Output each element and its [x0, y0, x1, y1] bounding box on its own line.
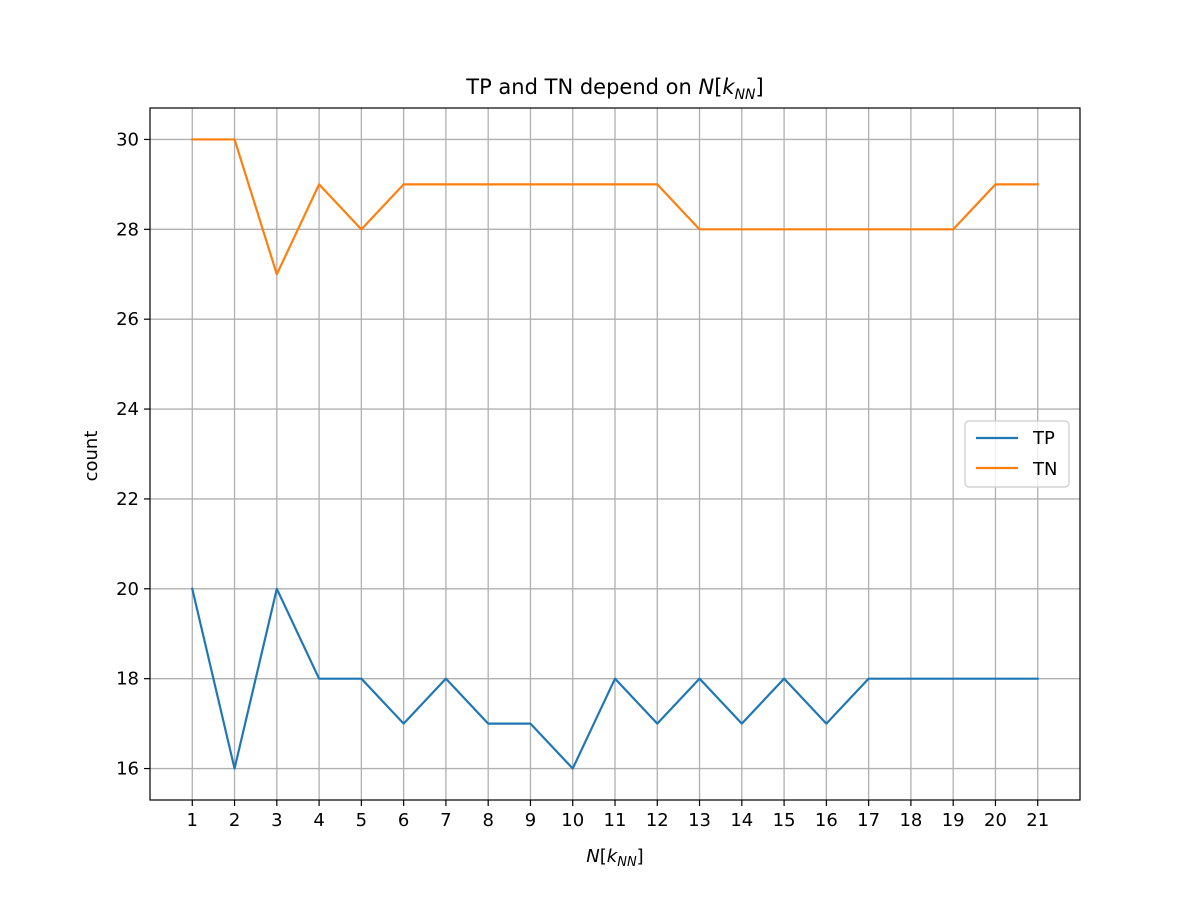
x-tick-label: 10	[561, 810, 584, 831]
x-tick-label: 21	[1026, 810, 1049, 831]
y-tick-label: 30	[116, 129, 139, 150]
x-tick-label: 8	[482, 810, 493, 831]
title-math-sub: NN	[735, 87, 756, 103]
x-tick-label: 18	[899, 810, 922, 831]
x-tick-label: 6	[398, 810, 409, 831]
x-tick-label: 9	[525, 810, 536, 831]
y-tick-label: 18	[116, 669, 139, 690]
legend-label-tn: TN	[1032, 459, 1057, 480]
x-tick-label: 20	[984, 810, 1007, 831]
y-tick-label: 22	[116, 489, 139, 510]
x-tick-label: 17	[857, 810, 880, 831]
title-math-open: [	[714, 75, 722, 99]
y-tick-label: 26	[116, 309, 139, 330]
x-tick-label: 7	[440, 810, 451, 831]
grid	[150, 108, 1080, 800]
xlabel-math-base: k	[607, 846, 619, 867]
series-line-tn	[191, 138, 1039, 276]
x-tick-label: 15	[773, 810, 796, 831]
xlabel-math-symbol: N	[586, 846, 599, 867]
x-tick-label: 13	[688, 810, 711, 831]
x-tick-label: 12	[646, 810, 669, 831]
title-math-symbol: N	[698, 75, 714, 99]
x-tick-label: 19	[942, 810, 965, 831]
x-tick-label: 5	[356, 810, 367, 831]
x-tick-label: 4	[313, 810, 324, 831]
series-lines	[190, 138, 1039, 770]
legend: TP TN	[964, 420, 1070, 488]
y-tick-label: 20	[116, 579, 139, 600]
x-axis-label: N[kNN]	[586, 846, 643, 870]
title-prefix: TP and TN depend on	[465, 75, 698, 99]
series-line-tp	[190, 587, 1039, 770]
chart-title: TP and TN depend on N[kNN]	[465, 75, 763, 103]
xlabel-math-open: [	[600, 846, 607, 867]
xlabel-math-close: ]	[637, 846, 644, 867]
y-axis-label: count	[81, 431, 102, 482]
y-tick-label: 28	[116, 219, 139, 240]
y-tick-label: 16	[116, 759, 139, 780]
x-tick-label: 11	[604, 810, 627, 831]
x-tick-label: 1	[187, 810, 198, 831]
legend-label-tp: TP	[1032, 428, 1055, 449]
x-tick-label: 2	[229, 810, 240, 831]
x-tick-label: 3	[271, 810, 282, 831]
x-tick-label: 16	[815, 810, 838, 831]
title-math-base: k	[722, 75, 735, 99]
title-math-close: ]	[756, 75, 764, 99]
xlabel-math-sub: NN	[617, 855, 637, 870]
y-tick-label: 24	[116, 399, 139, 420]
x-tick-label: 14	[730, 810, 753, 831]
axis-ticks: 1 2 3 4 5 6 7 8 9 10 11 12 13 14 15 16 17 18 19 20 211618202…	[116, 129, 1049, 831]
